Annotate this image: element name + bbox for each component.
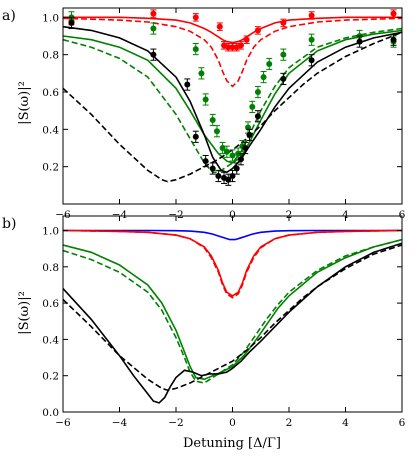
data-point xyxy=(254,113,261,120)
data-point xyxy=(390,10,397,17)
data-point xyxy=(254,27,261,34)
plot-frame xyxy=(62,215,403,413)
data-point xyxy=(150,10,157,17)
data-point xyxy=(225,44,232,51)
data-point xyxy=(150,51,157,58)
x-tick-label: 4 xyxy=(342,417,349,429)
data-point xyxy=(150,25,157,32)
series-line-0 xyxy=(63,229,402,241)
y-tick-label: 0.0 xyxy=(42,407,59,419)
data-point xyxy=(308,12,315,19)
data-point xyxy=(243,36,250,43)
x-tick-label: 0 xyxy=(229,417,236,429)
x-tick-label: −2 xyxy=(168,209,183,221)
data-point xyxy=(198,70,205,77)
x-tick-label: −4 xyxy=(112,209,128,221)
data-point xyxy=(192,14,199,21)
y-tick-label: 0.4 xyxy=(42,334,59,346)
y-tick-label: 1.0 xyxy=(42,226,59,238)
y-tick-label: 0.6 xyxy=(42,298,59,310)
panel-b: −6 −4 −2 0 2 4 6 0.0 0.2 0.4 0.6 0.8 1.0 xyxy=(42,215,406,429)
y-tick-label: 1.0 xyxy=(42,12,59,24)
series-line-3 xyxy=(63,238,402,381)
data-point xyxy=(223,148,230,155)
data-point xyxy=(280,19,287,26)
data-point xyxy=(254,89,261,95)
series-line-5 xyxy=(63,242,402,404)
x-tick-label: 2 xyxy=(286,417,293,429)
data-point xyxy=(280,75,287,82)
panel-a-ylabel: |S(ω)|² xyxy=(17,81,32,125)
panel-b-label: b) xyxy=(2,216,16,232)
series-line-3 xyxy=(63,27,402,174)
data-point xyxy=(229,44,236,51)
x-axis-label: Detuning [Δ/Γ] xyxy=(183,436,281,451)
data-point xyxy=(237,42,244,49)
x-tick-label: 4 xyxy=(342,209,349,221)
data-point xyxy=(202,158,209,165)
data-point xyxy=(184,81,191,88)
x-tick-label: −6 xyxy=(55,209,71,221)
x-tick-label: −2 xyxy=(168,417,183,429)
data-point xyxy=(260,74,267,81)
data-point xyxy=(229,152,236,159)
series-line-1 xyxy=(63,17,402,88)
data-point xyxy=(242,145,249,151)
data-point xyxy=(249,103,256,110)
data-point xyxy=(68,19,75,26)
series-line-2 xyxy=(63,229,402,299)
y-tick-label: 0.2 xyxy=(42,371,59,383)
data-point xyxy=(209,117,216,123)
data-point xyxy=(280,51,287,58)
y-tick-label: 0.8 xyxy=(42,50,59,62)
series-line-5 xyxy=(63,31,402,183)
x-tick-label: −4 xyxy=(112,417,128,429)
data-point xyxy=(266,61,273,67)
y-tick-label: 0.8 xyxy=(42,262,59,274)
series-line-2 xyxy=(63,29,402,164)
data-point xyxy=(246,131,253,138)
data-point xyxy=(308,36,315,43)
panel-a: −6 −4 −2 0 2 4 6 0.2 0.4 0.6 0.8 1.0 xyxy=(42,7,406,221)
data-point xyxy=(192,133,199,140)
data-point xyxy=(390,36,397,43)
data-point xyxy=(308,57,315,64)
x-tick-label: 2 xyxy=(286,209,293,221)
series-line-4 xyxy=(63,238,402,384)
data-point xyxy=(215,173,222,179)
x-tick-label: −6 xyxy=(55,417,71,429)
data-point xyxy=(202,96,209,103)
data-point xyxy=(216,23,223,30)
series-line-0 xyxy=(63,16,402,44)
panel-b-ylabel: |S(ω)|² xyxy=(17,291,32,335)
x-tick-label: 6 xyxy=(399,209,406,221)
y-tick-label: 0.6 xyxy=(42,87,59,99)
data-point xyxy=(192,46,199,53)
data-point xyxy=(213,128,220,135)
data-point xyxy=(237,156,244,163)
panel-a-label: a) xyxy=(2,8,16,24)
x-tick-label: 6 xyxy=(399,417,406,429)
data-point xyxy=(233,165,240,172)
data-point xyxy=(209,165,216,172)
series-line-6 xyxy=(63,244,402,392)
x-tick-label: 0 xyxy=(229,209,236,221)
y-tick-label: 0.4 xyxy=(42,124,59,136)
y-tick-label: 0.2 xyxy=(42,162,59,174)
data-point xyxy=(356,38,363,45)
